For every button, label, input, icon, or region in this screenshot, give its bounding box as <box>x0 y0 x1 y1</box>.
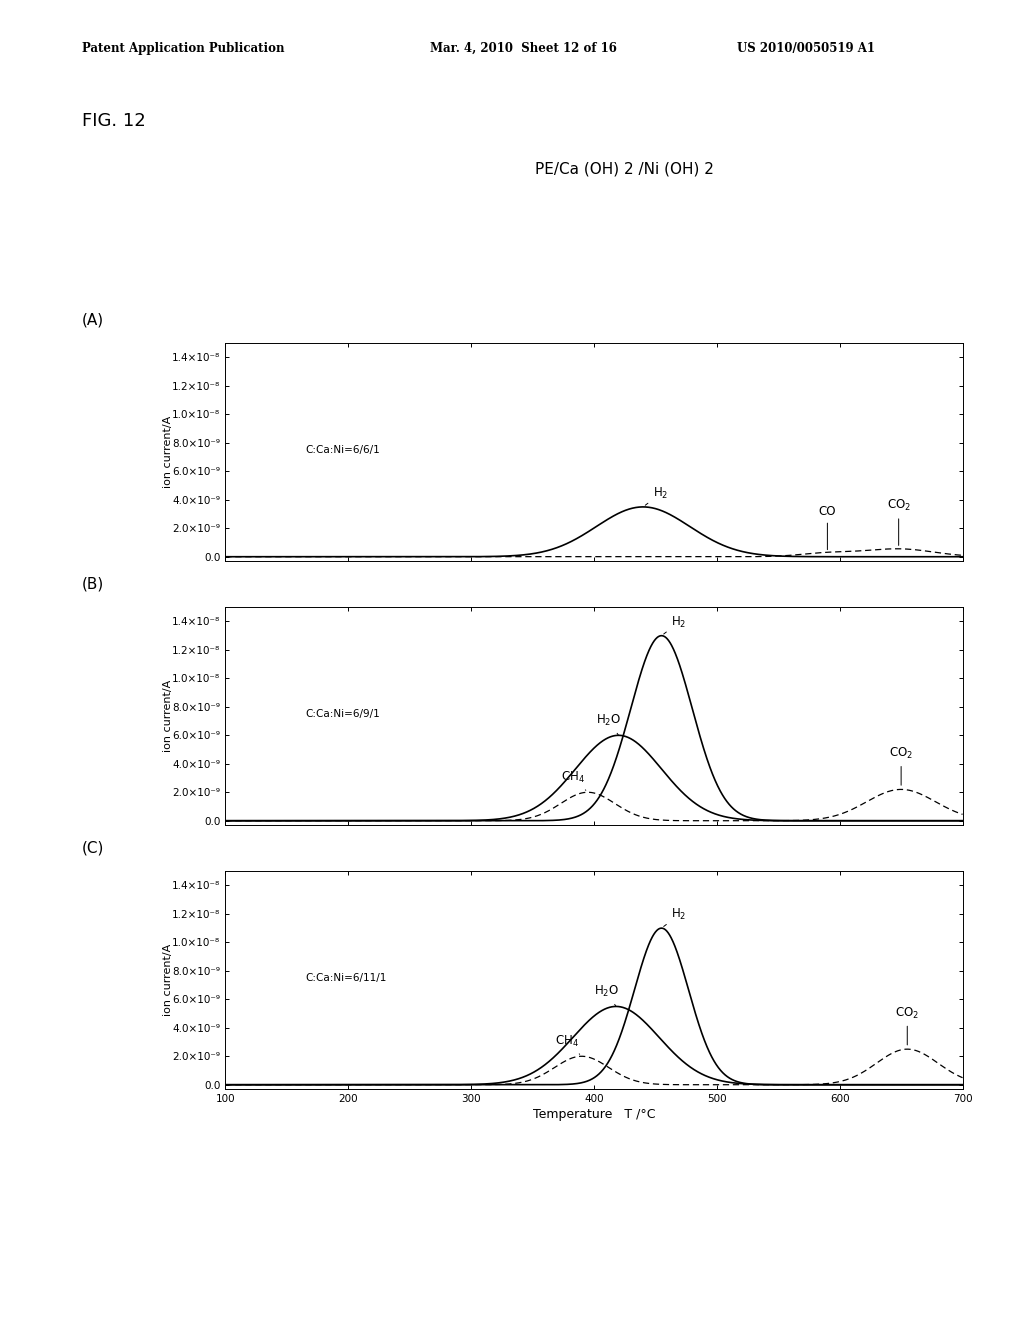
Y-axis label: ion current/A: ion current/A <box>163 680 173 752</box>
Text: CO$_2$: CO$_2$ <box>887 498 910 545</box>
Text: CO$_2$: CO$_2$ <box>889 746 913 785</box>
Text: C:Ca:Ni=6/9/1: C:Ca:Ni=6/9/1 <box>305 709 380 719</box>
Text: (C): (C) <box>82 841 104 855</box>
Text: CH$_4$: CH$_4$ <box>561 770 586 791</box>
Text: (B): (B) <box>82 577 104 591</box>
Text: H$_2$O: H$_2$O <box>594 985 618 1006</box>
Text: Patent Application Publication: Patent Application Publication <box>82 42 285 55</box>
Text: H$_2$: H$_2$ <box>664 615 687 634</box>
Text: H$_2$: H$_2$ <box>664 907 687 927</box>
Text: H$_2$O: H$_2$O <box>596 713 622 735</box>
Text: FIG. 12: FIG. 12 <box>82 112 145 131</box>
Y-axis label: ion current/A: ion current/A <box>163 416 173 488</box>
Text: PE/Ca (OH) 2 /Ni (OH) 2: PE/Ca (OH) 2 /Ni (OH) 2 <box>536 161 714 176</box>
Text: CH$_4$: CH$_4$ <box>555 1034 580 1055</box>
Text: CO$_2$: CO$_2$ <box>895 1006 920 1045</box>
Text: US 2010/0050519 A1: US 2010/0050519 A1 <box>737 42 876 55</box>
Text: Mar. 4, 2010  Sheet 12 of 16: Mar. 4, 2010 Sheet 12 of 16 <box>430 42 616 55</box>
Text: C:Ca:Ni=6/6/1: C:Ca:Ni=6/6/1 <box>305 445 380 455</box>
Text: CO: CO <box>818 504 837 549</box>
Text: C:Ca:Ni=6/11/1: C:Ca:Ni=6/11/1 <box>305 973 386 983</box>
Text: (A): (A) <box>82 313 104 327</box>
X-axis label: Temperature   T /°C: Temperature T /°C <box>532 1107 655 1121</box>
Text: H$_2$: H$_2$ <box>645 486 669 506</box>
Y-axis label: ion current/A: ion current/A <box>163 944 173 1016</box>
